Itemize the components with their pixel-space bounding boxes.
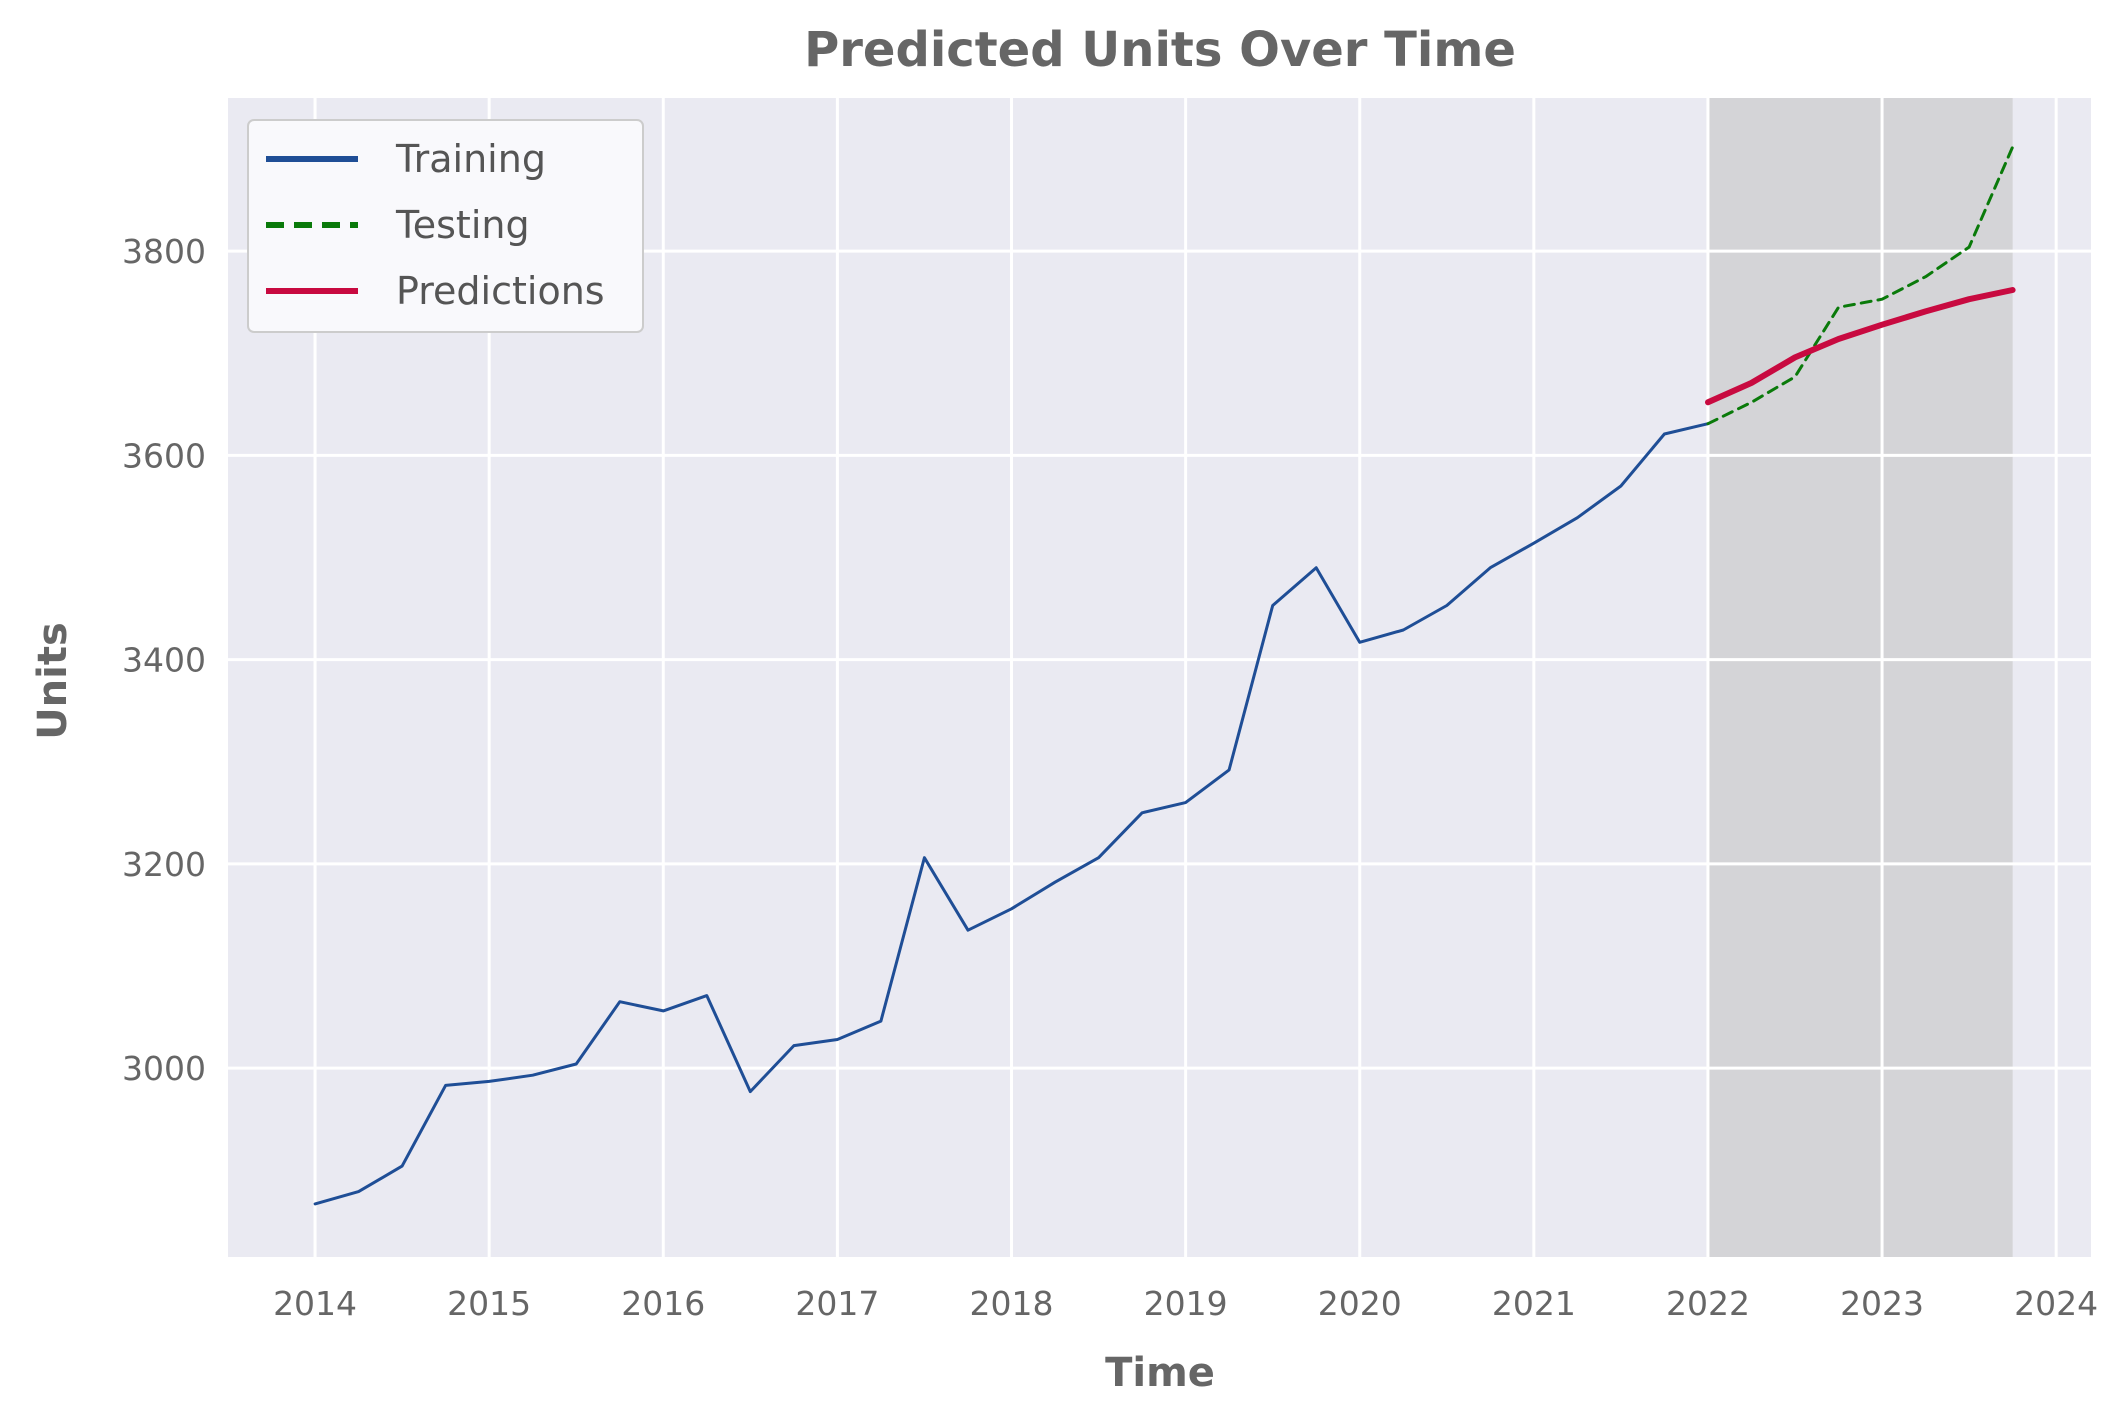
series-lines (313, 145, 2016, 1206)
x-axis-ticks: 2014 2015 2016 2017 2018 2019 2020 2021 2022 2023… (273, 1284, 2098, 1323)
y-tick-label: 3600 (122, 436, 206, 475)
legend: Training Testing Predictions (247, 119, 644, 333)
chart-title: Predicted Units Over Time (804, 22, 1516, 78)
y-tick-label: 3800 (122, 232, 206, 271)
shaded-forecast-region (1707, 98, 2013, 1257)
legend-box (247, 119, 644, 333)
legend-label-1: Testing (395, 203, 530, 247)
x-tick-label: 2023 (1840, 1284, 1924, 1323)
y-axis-ticks: 3000 3200 3400 3600 3800 (122, 232, 206, 1088)
x-tick-label: 2024 (2014, 1284, 2098, 1323)
legend-label-2: Predictions (396, 269, 605, 313)
legend-label-0: Training (395, 137, 546, 181)
x-tick-label: 2022 (1666, 1284, 1750, 1323)
y-tick-label: 3400 (122, 641, 206, 680)
series-line-0 (313, 422, 1710, 1206)
x-tick-label: 2015 (447, 1284, 531, 1323)
y-axis-label: Units (30, 622, 76, 740)
series-line-2 (1705, 287, 2016, 406)
series-line-1 (1706, 145, 2015, 426)
x-tick-label: 2017 (795, 1284, 879, 1323)
x-tick-label: 2020 (1318, 1284, 1402, 1323)
x-tick-label: 2021 (1492, 1284, 1576, 1323)
y-tick-label: 3200 (122, 845, 206, 884)
x-tick-label: 2019 (1144, 1284, 1228, 1323)
x-tick-label: 2014 (273, 1284, 357, 1323)
y-tick-label: 3000 (122, 1049, 206, 1088)
x-tick-label: 2018 (970, 1284, 1054, 1323)
x-axis-label: Time (1105, 1350, 1215, 1396)
x-tick-label: 2016 (621, 1284, 705, 1323)
shaded-region (1707, 98, 2013, 1257)
